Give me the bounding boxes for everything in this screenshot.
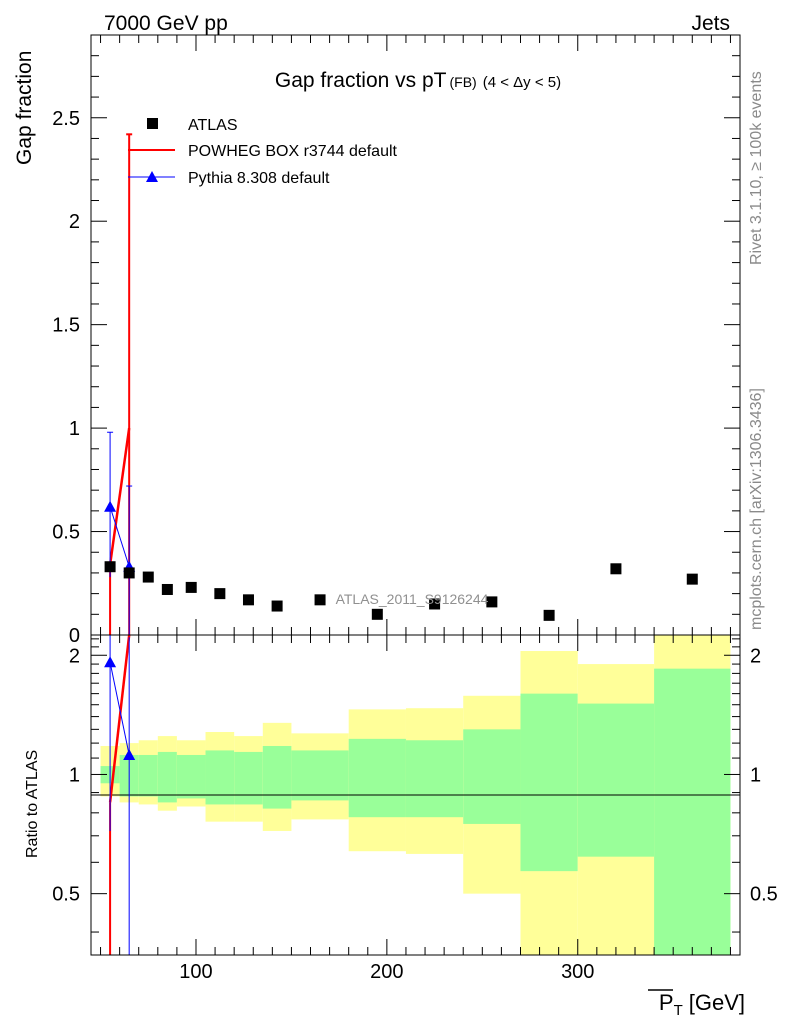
atlas-data-point xyxy=(429,598,441,610)
y-tick-label: 1 xyxy=(69,418,80,440)
ratio-inner-band xyxy=(234,751,263,805)
ratio-inner-band xyxy=(205,750,235,805)
main-y-tick-labels: 0 0.5 1 1.5 2 2.5 xyxy=(52,108,80,647)
ratio-y-tick-label: 2 xyxy=(69,645,80,667)
ratio-inner-band xyxy=(176,754,206,799)
ratio-pythia-line xyxy=(109,662,130,756)
ratio-data-layer xyxy=(104,634,136,955)
atlas-data-point xyxy=(142,571,154,583)
x-axis-title: PT [GeV] xyxy=(659,990,745,1019)
ratio-y-tick-label-right: 0.5 xyxy=(750,884,778,906)
ratio-pythia-point xyxy=(123,748,136,760)
ratio-y-tick-label: 1 xyxy=(69,764,80,786)
powheg-line xyxy=(108,427,131,565)
x-axis-title-base: P xyxy=(659,990,674,1015)
chart-title-suffix: (FB) xyxy=(449,74,476,90)
atlas-data-point xyxy=(610,563,622,575)
main-panel: 0 0.5 1 1.5 2 2.5 Gap fraction vs pT (FB) (4 < … xyxy=(52,34,741,647)
ratio-pythia-point xyxy=(104,656,117,668)
ratio-y-tick-label: 0.5 xyxy=(52,884,80,906)
ratio-inner-band xyxy=(138,754,158,797)
y-tick-label: 0 xyxy=(69,625,80,647)
y-tick-label: 1.5 xyxy=(52,315,80,337)
chart-title-range: (4 < Δy < 5) xyxy=(483,74,561,91)
ratio-y-tick-label-right: 1 xyxy=(750,764,761,786)
atlas-data-point xyxy=(543,609,555,621)
atlas-data-point xyxy=(371,608,383,620)
ratio-powheg-line xyxy=(108,634,131,803)
atlas-data-point xyxy=(123,567,135,579)
legend-powheg-label: POWHEG BOX r3744 default xyxy=(188,143,398,160)
analysis-watermark: ATLAS_2011_S9126244 xyxy=(336,591,489,607)
chart-title-main: Gap fraction vs pT xyxy=(275,69,447,92)
ratio-inner-band xyxy=(291,750,349,801)
ratio-y-tick-labels: 0.5 0.5 1 1 2 2 xyxy=(52,645,778,905)
legend-atlas-marker xyxy=(147,118,158,129)
atlas-data-point xyxy=(161,583,173,595)
ratio-y-tick-label-right: 2 xyxy=(750,645,761,667)
ratio-x-tick-labels: 100 200 300 xyxy=(179,961,594,983)
rivet-version-label: Rivet 3.1.10, ≥ 100k events xyxy=(748,71,765,265)
ratio-panel: 0.5 0.5 1 1 2 2 100 200 300 xyxy=(52,634,778,983)
source-label: mcplots.cern.ch [arXiv:1306.3436] xyxy=(748,388,765,630)
y-tick-label: 2.5 xyxy=(52,108,80,130)
legend-pythia-label: Pythia 8.308 default xyxy=(188,170,330,187)
main-y-axis-title: Gap fraction xyxy=(13,51,36,165)
main-axis-ticks xyxy=(91,35,740,636)
ratio-inner-band xyxy=(520,693,578,872)
y-tick-label: 2 xyxy=(69,211,80,233)
atlas-data-point xyxy=(486,596,498,608)
chart-title: Gap fraction vs pT (FB) (4 < Δy < 5) xyxy=(275,69,561,92)
ratio-axis-ticks xyxy=(91,635,740,955)
x-tick-label: 100 xyxy=(179,961,212,983)
pythia-line xyxy=(109,506,130,567)
x-axis-title-sub: T xyxy=(674,1002,683,1019)
legend-atlas-label: ATLAS xyxy=(188,117,238,134)
ratio-inner-band xyxy=(262,745,292,809)
ratio-inner-band xyxy=(463,729,521,824)
atlas-data-point xyxy=(214,588,226,600)
x-axis-title-unit: [GeV] xyxy=(689,990,745,1015)
main-data-layer xyxy=(104,133,698,635)
atlas-data-point xyxy=(104,561,116,573)
ratio-inner-band xyxy=(577,703,655,857)
atlas-data-point xyxy=(271,600,283,612)
category-label: Jets xyxy=(691,12,730,35)
ratio-frame xyxy=(90,634,741,956)
ratio-inner-band xyxy=(654,668,731,955)
pythia-point xyxy=(104,500,117,512)
ratio-inner-band xyxy=(348,738,406,818)
x-tick-label: 300 xyxy=(561,961,594,983)
ratio-inner-band xyxy=(157,751,177,803)
atlas-data-point xyxy=(686,573,698,585)
atlas-data-point xyxy=(314,594,326,606)
legend: ATLAS POWHEG BOX r3744 default Pythia 8.… xyxy=(128,117,398,187)
ratio-inner-band xyxy=(405,740,464,818)
legend-pythia-marker xyxy=(146,171,158,182)
atlas-data-point xyxy=(185,581,197,593)
energy-label: 7000 GeV pp xyxy=(104,12,228,35)
ratio-y-axis-title: Ratio to ATLAS xyxy=(24,750,41,858)
atlas-data-point xyxy=(242,594,254,606)
x-tick-label: 200 xyxy=(370,961,403,983)
y-tick-label: 0.5 xyxy=(52,522,80,544)
